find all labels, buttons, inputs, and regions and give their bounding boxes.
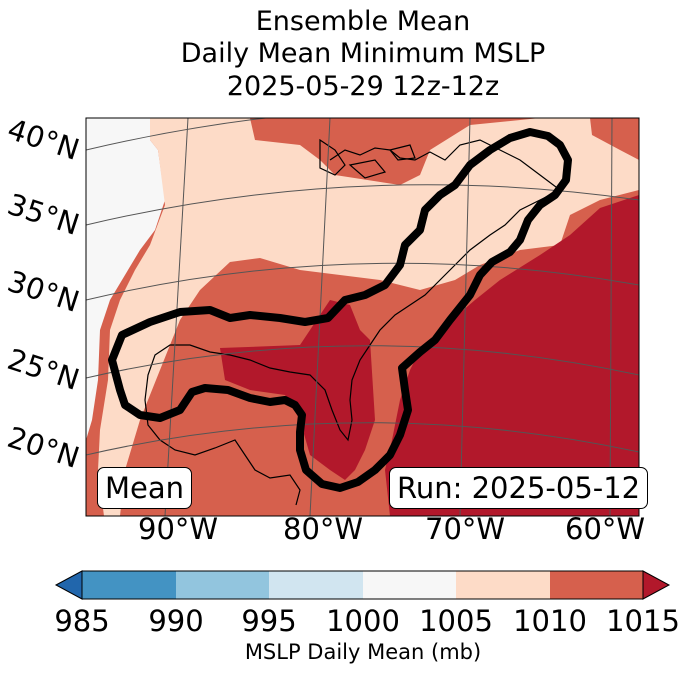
colorbar-frame — [81, 570, 644, 600]
lon-label-70: 70°W — [425, 512, 506, 546]
colorbar-segment-995-1000 — [269, 571, 363, 599]
field-above-1015-gulf — [220, 300, 375, 480]
title-line-2: Daily Mean Minimum MSLP — [180, 38, 546, 69]
colorbar-extend-high — [642, 570, 671, 600]
colorbar-segment-1010-1015 — [550, 571, 643, 599]
coastline — [144, 139, 562, 506]
colorbar-tick: 1005 — [419, 604, 493, 638]
lon-label-60: 60°W — [565, 512, 646, 546]
mean-box: Mean — [97, 467, 193, 509]
title-line-3: 2025-05-29 12z-12z — [226, 71, 500, 102]
colorbar-tick: 1015 — [606, 604, 680, 638]
lon-label-80: 80°W — [283, 512, 364, 546]
map-frame — [85, 117, 640, 517]
colorbar-tick: 1000 — [326, 604, 400, 638]
contour-outline — [108, 128, 572, 492]
colorbar-tick: 995 — [241, 604, 297, 638]
colorbar-segment-1000-1005 — [363, 571, 456, 599]
colorbar-segment-985-990 — [82, 571, 176, 599]
colorbar-segment-1005-1010 — [456, 571, 550, 599]
colorbar-label: MSLP Daily Mean (mb) — [244, 640, 482, 664]
run-date-box: Run: 2025-05-12 — [389, 467, 649, 509]
field-1000-1005 — [86, 118, 165, 440]
great-lakes — [319, 138, 416, 179]
title-line-1: Ensemble Mean — [255, 6, 471, 37]
colorbar-segment-990-995 — [176, 571, 269, 599]
field-1005-1010 — [98, 118, 639, 516]
colorbar-tick: 985 — [54, 604, 110, 638]
map-field — [86, 118, 639, 516]
colorbar-extend-low — [54, 570, 83, 600]
lon-label-90: 90°W — [138, 512, 219, 546]
colorbar-tick: 1010 — [513, 604, 587, 638]
colorbar-tick: 990 — [148, 604, 204, 638]
